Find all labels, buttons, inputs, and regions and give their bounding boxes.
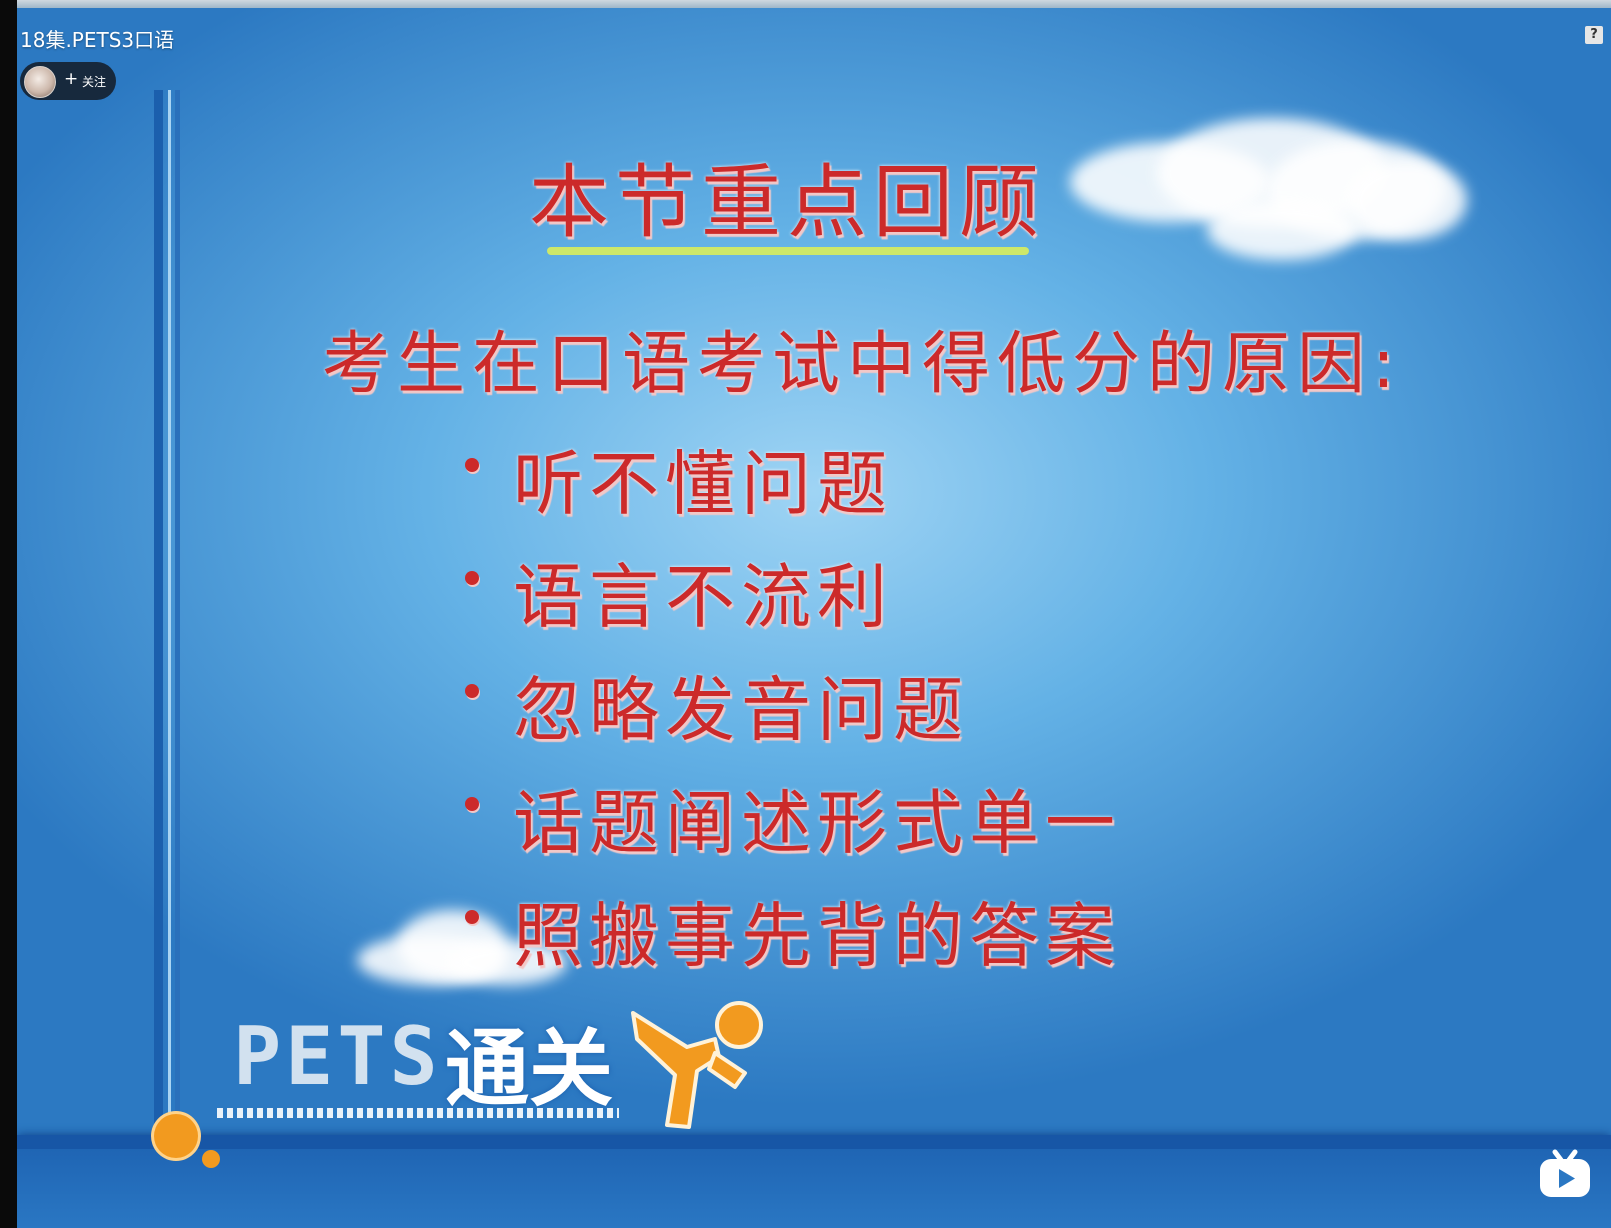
logo-tongguan-text: 通关 [445, 1020, 614, 1118]
pets-tongguan-logo: PETS 通关 [217, 1010, 777, 1130]
help-icon[interactable]: ? [1585, 26, 1603, 44]
avatar[interactable] [24, 66, 56, 98]
bullet-text: 话题阐述形式单一 [513, 782, 1121, 864]
decor-orange-dot [202, 1150, 220, 1168]
slide-subheading: 考生在口语考试中得低分的原因: [322, 325, 1402, 404]
mascot-figure-icon [631, 1001, 763, 1129]
decor-orange-dot [154, 1114, 198, 1158]
bullet-dot-icon [465, 797, 479, 811]
bullet-text: 听不懂问题 [513, 443, 893, 525]
video-top-border [17, 0, 1611, 8]
logo-dashes [217, 1108, 619, 1118]
bullet-text: 忽略发音问题 [513, 669, 969, 751]
bullet-dot-icon [465, 458, 479, 472]
bullet-dot-icon [465, 684, 479, 698]
decor-vertical-line [175, 90, 180, 1140]
video-frame[interactable]: 本节重点回顾 考生在口语考试中得低分的原因: 听不懂问题 语言不流利 忽略发音问… [17, 0, 1611, 1228]
bullet-text: 语言不流利 [513, 556, 893, 638]
bilibili-tv-icon[interactable] [1537, 1148, 1593, 1200]
plus-icon: + [64, 69, 79, 89]
bullet-dot-icon [465, 910, 479, 924]
logo-pets-text: PETS [233, 1010, 442, 1103]
heading-underline [547, 247, 1029, 255]
player-left-edge [0, 0, 17, 1228]
decor-bottom-band [17, 1135, 1611, 1149]
decor-bottom-area [17, 1149, 1611, 1228]
follow-button[interactable]: + 关注 [20, 62, 116, 100]
video-title: 18集.PETS3口语 [20, 28, 175, 52]
slide-heading: 本节重点回顾 [529, 156, 1045, 249]
bullet-text: 照搬事先背的答案 [513, 895, 1121, 977]
follow-label: 关注 [82, 75, 107, 89]
bullet-dot-icon [465, 571, 479, 585]
decor-vertical-line [154, 90, 163, 1140]
decor-vertical-line [168, 90, 171, 1140]
